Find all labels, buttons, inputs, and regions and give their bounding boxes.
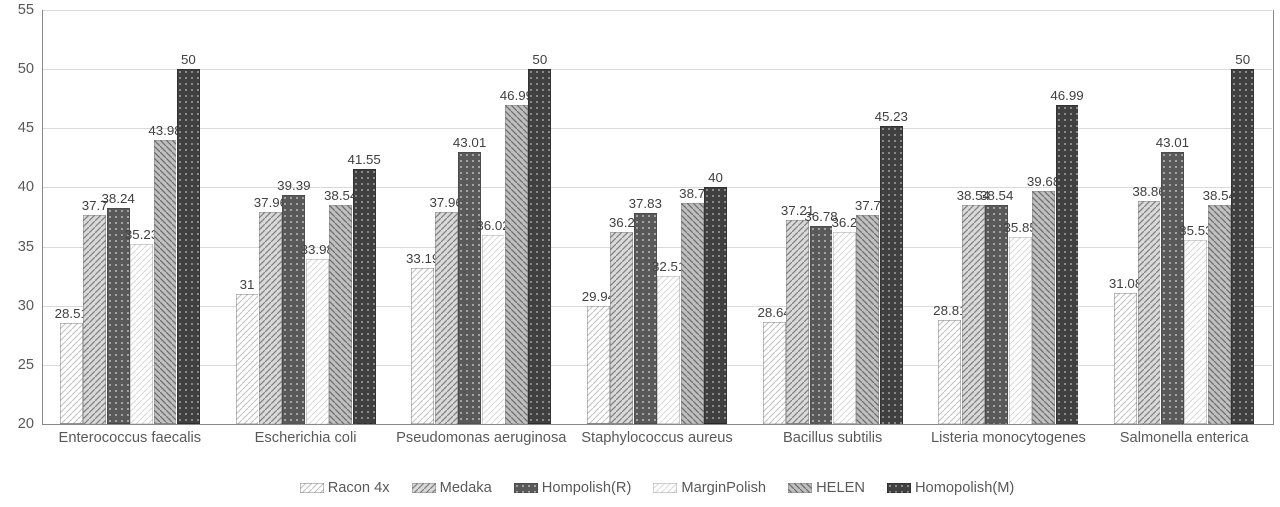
bar — [329, 205, 352, 424]
bar-value-label: 43.01 — [453, 135, 486, 150]
legend-swatch — [412, 483, 436, 493]
bar — [60, 323, 83, 424]
bar-value-label: 36.2 — [831, 215, 857, 230]
bar — [1231, 69, 1254, 424]
bar — [1056, 105, 1079, 424]
legend: Racon 4x Medaka Hompolish(R) MarginPolish HE… — [42, 480, 1272, 496]
bar — [1009, 237, 1032, 424]
bar — [306, 259, 329, 424]
bar — [786, 220, 809, 424]
legend-swatch — [653, 483, 677, 493]
legend-item: HELEN — [788, 480, 865, 496]
y-tick-label: 25 — [0, 357, 34, 373]
bar-value-label: 50 — [1235, 52, 1250, 67]
legend-item: Racon 4x — [300, 480, 390, 496]
bar — [610, 232, 633, 424]
bar — [154, 140, 177, 424]
bar-value-label: 41.55 — [347, 152, 380, 167]
bar — [177, 69, 200, 424]
legend-label: Medaka — [440, 480, 492, 496]
legend-item: Medaka — [412, 480, 492, 496]
bar-value-label: 38.54 — [980, 188, 1013, 203]
category-label: Escherichia coli — [215, 430, 397, 447]
bar-value-label: 39.39 — [277, 178, 310, 193]
bar — [130, 244, 153, 424]
y-tick-label: 20 — [0, 416, 34, 432]
bar-value-label: 37.83 — [629, 196, 662, 211]
legend-item: MarginPolish — [653, 480, 766, 496]
legend-label: MarginPolish — [681, 480, 766, 496]
bar — [282, 195, 305, 424]
y-tick-label: 55 — [0, 2, 34, 18]
category-label: Listeria monocytogenes — [918, 430, 1100, 447]
bar-value-label: 43.01 — [1156, 135, 1189, 150]
bar — [1208, 205, 1231, 424]
bar — [1032, 191, 1055, 424]
bar — [83, 215, 106, 424]
legend-item: Hompolish(R) — [514, 480, 632, 496]
legend-item: Homopolish(M) — [887, 480, 1014, 496]
legend-swatch — [788, 483, 812, 493]
category-label: Enterococcus faecalis — [39, 430, 221, 447]
bar — [704, 187, 727, 424]
legend-swatch — [514, 483, 538, 493]
bar-value-label: 40 — [708, 170, 723, 185]
bar — [1161, 152, 1184, 424]
bar — [833, 232, 856, 424]
bar — [763, 322, 786, 424]
bar — [236, 294, 259, 424]
legend-swatch — [887, 483, 911, 493]
bar — [985, 205, 1008, 424]
category-label: Bacillus subtilis — [742, 430, 924, 447]
y-tick-label: 30 — [0, 298, 34, 314]
bar-value-label: 37.7 — [855, 198, 881, 213]
bar-chart: 28.5137.738.2435.2343.98503137.9639.3933… — [0, 0, 1280, 507]
category-label: Pseudomonas aeruginosa — [390, 430, 572, 447]
bar — [458, 152, 481, 424]
bar — [1114, 293, 1137, 424]
bar — [938, 320, 961, 424]
plot-area: 28.5137.738.2435.2343.98503137.9639.3933… — [42, 10, 1272, 424]
legend-label: Hompolish(R) — [542, 480, 632, 496]
bar — [880, 126, 903, 424]
legend-label: Homopolish(M) — [915, 480, 1014, 496]
bar — [634, 213, 657, 424]
y-tick-label: 35 — [0, 239, 34, 255]
bar-value-label: 31 — [240, 277, 255, 292]
bar — [259, 212, 282, 424]
bar — [505, 105, 528, 424]
y-tick-label: 45 — [0, 120, 34, 136]
bar-value-label: 36.2 — [609, 215, 635, 230]
bar — [435, 212, 458, 424]
bar — [1184, 240, 1207, 424]
bar — [587, 306, 610, 424]
bar-value-label: 45.23 — [875, 109, 908, 124]
bar — [856, 215, 879, 424]
bar — [411, 268, 434, 424]
bar — [528, 69, 551, 424]
bar — [810, 226, 833, 424]
bar-value-label: 50 — [181, 52, 196, 67]
bar-value-label: 38.24 — [101, 191, 134, 206]
bar — [681, 203, 704, 424]
bar-value-label: 38.7 — [679, 186, 705, 201]
bar — [657, 276, 680, 424]
category-label: Staphylococcus aureus — [566, 430, 748, 447]
legend-swatch — [300, 483, 324, 493]
bar — [962, 205, 985, 424]
legend-label: Racon 4x — [328, 480, 390, 496]
bar-value-label: 50 — [532, 52, 547, 67]
y-tick-label: 40 — [0, 179, 34, 195]
y-tick-label: 50 — [0, 61, 34, 77]
legend-label: HELEN — [816, 480, 865, 496]
bar — [1138, 201, 1161, 424]
bar-value-label: 46.99 — [1050, 88, 1083, 103]
bar — [482, 235, 505, 424]
bar — [353, 169, 376, 424]
category-label: Salmonella enterica — [1093, 430, 1275, 447]
